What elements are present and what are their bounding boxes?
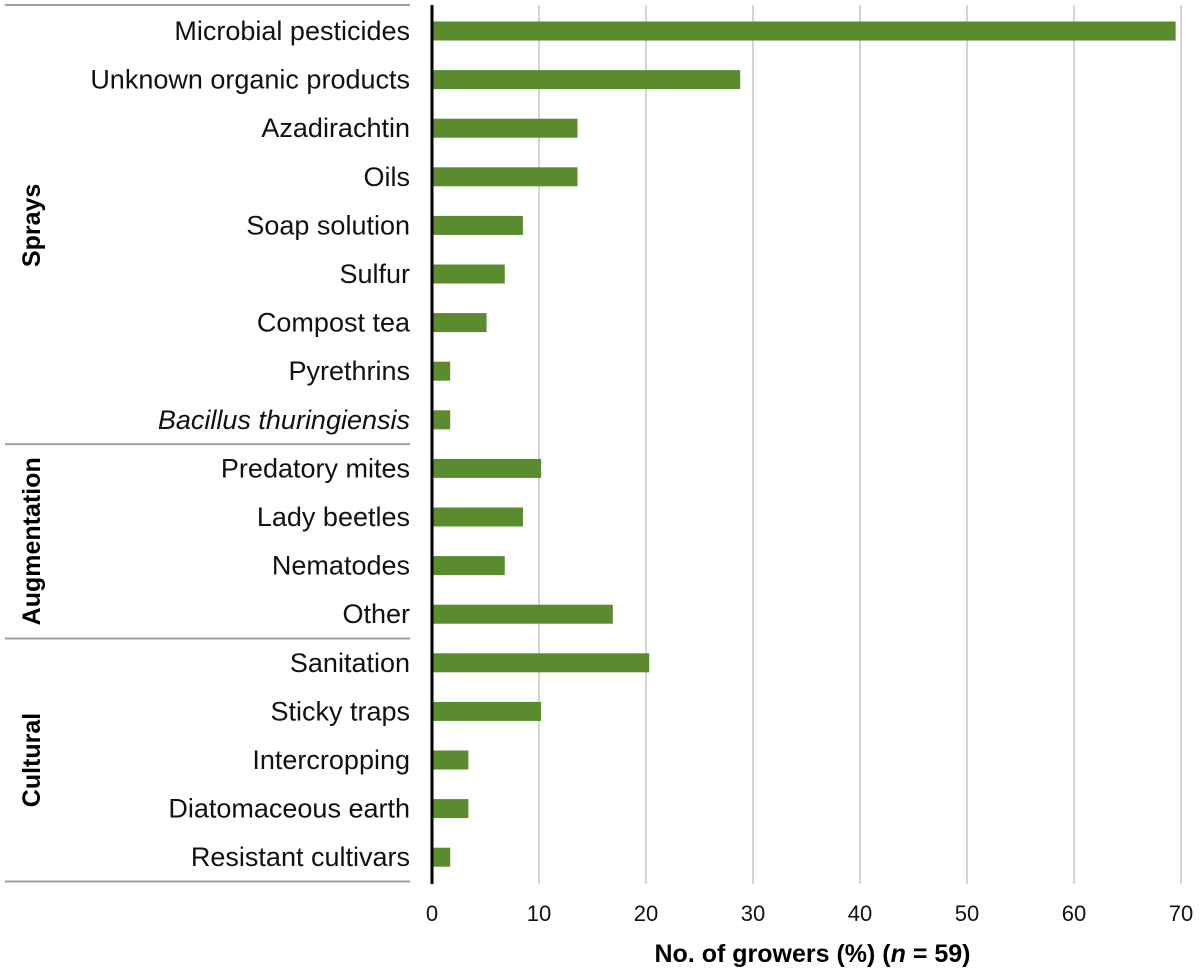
- x-axis-title-n-symbol: n: [891, 940, 906, 968]
- bar-compost-tea: [432, 313, 487, 333]
- category-label: Compost tea: [257, 308, 411, 338]
- category-label: Sanitation: [290, 648, 410, 678]
- category-label: Bacillus thuringiensis: [158, 405, 410, 435]
- bar-microbial-pesticides: [432, 21, 1176, 41]
- x-axis-title-prefix: No. of growers (%) (: [654, 940, 891, 968]
- gridlines: [538, 5, 1182, 884]
- x-axis-title-suffix: = 59): [906, 940, 971, 968]
- group-label-augmentation: Augmentation: [18, 457, 46, 625]
- bar-other: [432, 604, 613, 624]
- bar-bacillus-thuringiensis: [432, 410, 451, 430]
- category-label: Intercropping: [252, 745, 410, 775]
- category-label: Nematodes: [272, 551, 410, 581]
- bars: [432, 21, 1176, 867]
- x-tick-label-20: 20: [634, 901, 658, 926]
- bar-nematodes: [432, 556, 505, 576]
- category-labels: Microbial pesticides Unknown organic prod…: [90, 16, 411, 872]
- x-axis-title: No. of growers (%) (n = 59): [654, 940, 970, 968]
- bar-soap-solution: [432, 215, 523, 235]
- bar-unknown-organic-products: [432, 70, 741, 90]
- bar-azadirachtin: [432, 118, 578, 138]
- category-label: Sticky traps: [270, 696, 410, 726]
- x-tick-label-50: 50: [955, 901, 979, 926]
- x-tick-label-70: 70: [1169, 901, 1193, 926]
- bar-sanitation: [432, 653, 650, 673]
- category-label: Microbial pesticides: [174, 16, 410, 46]
- category-label: Other: [342, 599, 410, 629]
- bar-intercropping: [432, 750, 469, 770]
- x-tick-label-10: 10: [527, 901, 551, 926]
- x-tick-label-30: 30: [741, 901, 765, 926]
- category-label: Unknown organic products: [90, 65, 410, 95]
- bar-lady-beetles: [432, 507, 523, 527]
- category-label: Lady beetles: [257, 502, 410, 532]
- category-label: Resistant cultivars: [191, 842, 410, 872]
- x-tick-labels: 0 10 20 30 40 50 60 70: [426, 901, 1193, 926]
- x-tick-label-40: 40: [848, 901, 872, 926]
- category-label: Predatory mites: [221, 453, 410, 483]
- bar-sulfur: [432, 264, 505, 284]
- category-label: Soap solution: [246, 210, 410, 240]
- bar-resistant-cultivars: [432, 847, 451, 867]
- bar-pyrethrins: [432, 361, 451, 381]
- x-tick-label-0: 0: [426, 901, 438, 926]
- bar-diatomaceous-earth: [432, 799, 469, 819]
- category-label: Pyrethrins: [288, 356, 410, 386]
- group-labels: Sprays Augmentation Cultural: [18, 184, 46, 808]
- group-separators: [5, 4, 410, 883]
- category-label: Sulfur: [339, 259, 410, 289]
- bar-oils: [432, 167, 578, 187]
- group-label-sprays: Sprays: [18, 184, 46, 267]
- bar-predatory-mites: [432, 458, 542, 478]
- bar-sticky-traps: [432, 701, 542, 721]
- group-label-cultural: Cultural: [18, 713, 46, 807]
- category-label: Azadirachtin: [261, 113, 410, 143]
- category-label: Oils: [364, 162, 411, 192]
- x-tick-label-60: 60: [1062, 901, 1086, 926]
- category-label: Diatomaceous earth: [168, 794, 410, 824]
